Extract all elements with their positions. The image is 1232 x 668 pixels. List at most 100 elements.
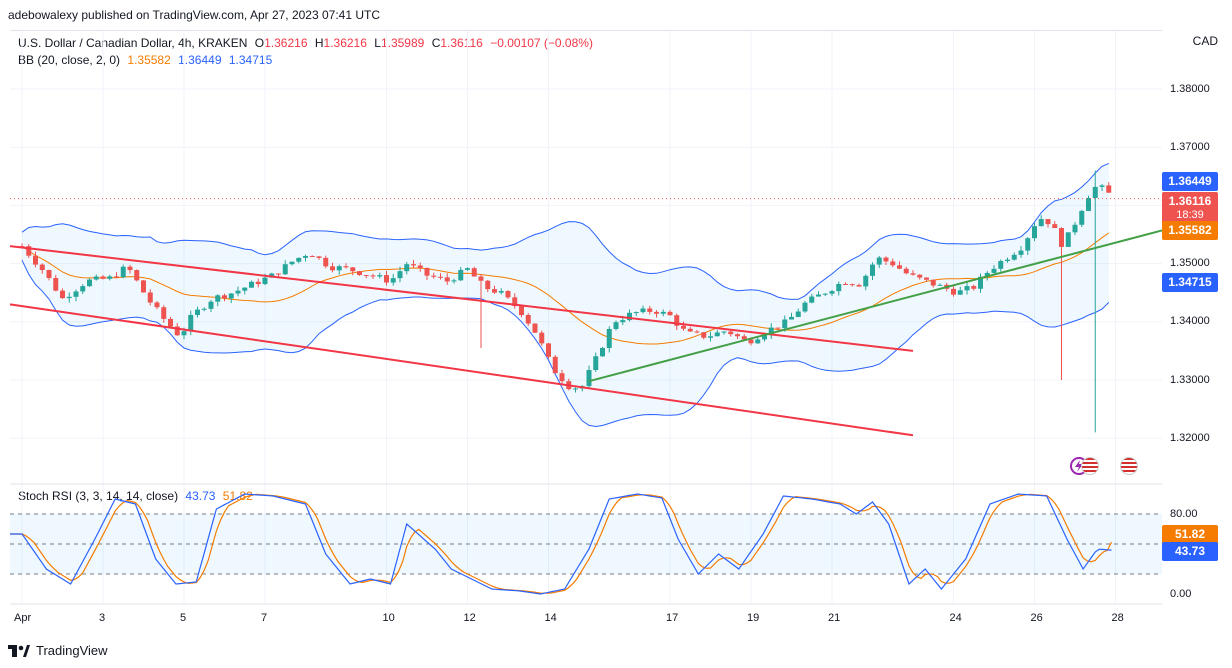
candle-body[interactable] [404,264,410,272]
candle-body[interactable] [485,280,491,290]
candle-body[interactable] [512,297,518,307]
candle-body[interactable] [377,275,383,277]
candle-body[interactable] [721,331,727,333]
candle-body[interactable] [492,289,497,293]
candle-body[interactable] [964,286,970,291]
candle-body[interactable] [1025,238,1031,251]
candle-body[interactable] [93,276,99,280]
candle-body[interactable] [1005,259,1010,262]
candle-body[interactable] [53,278,59,291]
candle-body[interactable] [897,265,902,269]
candle-body[interactable] [546,343,551,357]
candle-body[interactable] [917,274,923,278]
candle-body[interactable] [883,257,889,262]
candle-body[interactable] [208,301,214,309]
candle-body[interactable] [309,256,315,258]
candle-body[interactable] [728,331,734,335]
candle-body[interactable] [957,290,963,295]
candle-body[interactable] [600,347,605,357]
candle-body[interactable] [660,311,666,314]
candle-body[interactable] [201,308,207,310]
candle-body[interactable] [458,269,464,281]
candle-body[interactable] [73,291,79,297]
candle-body[interactable] [694,331,700,333]
candle-body[interactable] [1052,224,1058,229]
candle-body[interactable] [46,270,52,279]
candle-body[interactable] [357,271,362,276]
candle-body[interactable] [168,318,173,327]
candle-body[interactable] [816,294,821,297]
candle-body[interactable] [451,280,457,282]
candle-body[interactable] [262,277,268,285]
candle-body[interactable] [1018,250,1024,255]
candle-body[interactable] [134,270,140,281]
candle-body[interactable] [863,275,869,287]
support-trend-line[interactable] [588,229,1163,383]
candle-body[interactable] [33,255,38,265]
candle-body[interactable] [343,266,349,268]
candle-body[interactable] [1086,197,1091,211]
candle-body[interactable] [937,284,943,286]
candle-body[interactable] [647,308,653,312]
candle-body[interactable] [667,311,673,316]
candle-body[interactable] [998,261,1004,269]
candle-body[interactable] [978,276,983,289]
candle-body[interactable] [316,256,322,258]
candle-body[interactable] [930,279,936,286]
candle-body[interactable] [120,266,126,278]
candle-body[interactable] [755,339,761,344]
candle-body[interactable] [829,291,835,294]
candle-body[interactable] [714,332,720,337]
candle-body[interactable] [336,266,342,271]
candle-body[interactable] [289,261,295,265]
candle-body[interactable] [323,257,329,267]
candle-body[interactable] [586,370,592,387]
candle-body[interactable] [330,266,335,271]
candle-body[interactable] [498,291,504,293]
candle-body[interactable] [1011,254,1017,260]
candle-body[interactable] [127,266,133,271]
candle-body[interactable] [282,264,288,275]
candle-body[interactable] [1072,224,1078,233]
candle-body[interactable] [1045,219,1051,225]
candle-body[interactable] [87,279,92,287]
candle-body[interactable] [606,328,612,348]
candle-body[interactable] [39,264,45,271]
candle-body[interactable] [984,272,990,277]
candle-body[interactable] [856,285,862,287]
candle-body[interactable] [809,296,815,303]
candle-body[interactable] [242,287,248,291]
candle-body[interactable] [100,276,106,279]
candle-body[interactable] [775,327,781,329]
channel-upper-line[interactable] [9,245,914,352]
candle-body[interactable] [80,286,86,292]
candle-body[interactable] [465,268,470,270]
candle-body[interactable] [627,312,632,321]
tradingview-brand[interactable]: TradingView [8,643,108,658]
candle-body[interactable] [1038,219,1044,227]
candle-body[interactable] [1032,226,1037,239]
candle-body[interactable] [235,290,241,294]
candle-body[interactable] [147,292,153,303]
candle-body[interactable] [478,276,484,281]
candle-body[interactable] [384,275,389,283]
candle-body[interactable] [701,332,707,338]
candle-body[interactable] [991,268,997,273]
candle-body[interactable] [370,275,376,277]
candle-body[interactable] [924,277,929,280]
candle-body[interactable] [654,311,659,314]
candle-body[interactable] [66,296,72,299]
candle-body[interactable] [444,277,450,282]
candle-body[interactable] [1106,185,1112,193]
candle-body[interactable] [795,311,801,317]
candle-body[interactable] [1092,186,1098,198]
candle-body[interactable] [431,275,437,277]
candle-body[interactable] [411,264,416,266]
candle-body[interactable] [141,280,146,293]
candle-body[interactable] [438,276,443,278]
candle-body[interactable] [276,273,281,275]
candle-body[interactable] [573,388,578,390]
candle-body[interactable] [789,316,794,320]
candle-body[interactable] [222,295,227,299]
candle-body[interactable] [910,273,916,275]
